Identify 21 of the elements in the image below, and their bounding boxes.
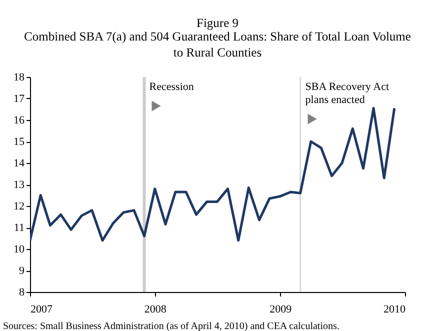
y-tick-label: 15 bbox=[14, 136, 25, 148]
y-tick-label: 12 bbox=[14, 200, 24, 212]
y-tick-label: 13 bbox=[14, 179, 25, 191]
y-tick-label: 17 bbox=[14, 93, 25, 105]
y-tick-label: 11 bbox=[14, 222, 24, 234]
y-tick-label: 18 bbox=[14, 72, 25, 84]
y-tick-label: 10 bbox=[14, 244, 25, 256]
source-note: Sources: Small Business Administration (as of April 4, 2010) and CEA calculations. bbox=[3, 321, 340, 331]
y-tick-label: 14 bbox=[14, 158, 25, 170]
chart-subtitle: Combined SBA 7(a) and 504 Guaranteed Loans: Share of Total Loan Volume to Rural Counties bbox=[24, 30, 412, 60]
line-series bbox=[30, 106, 396, 242]
x-tick-label: 2009 bbox=[270, 304, 292, 316]
ref-line-label: Recession bbox=[149, 81, 194, 93]
y-tick-label: 9 bbox=[19, 265, 25, 277]
y-tick-label: 16 bbox=[14, 114, 25, 126]
x-tick-label: 2008 bbox=[144, 304, 167, 316]
y-tick-label: 8 bbox=[19, 286, 25, 298]
ref-line-label: SBA Recovery Act plans enacted bbox=[305, 81, 390, 106]
x-tick-label: 2007 bbox=[30, 304, 53, 316]
chart-title: Figure 9 bbox=[196, 16, 239, 30]
x-tick-label: 2010 bbox=[384, 304, 406, 316]
